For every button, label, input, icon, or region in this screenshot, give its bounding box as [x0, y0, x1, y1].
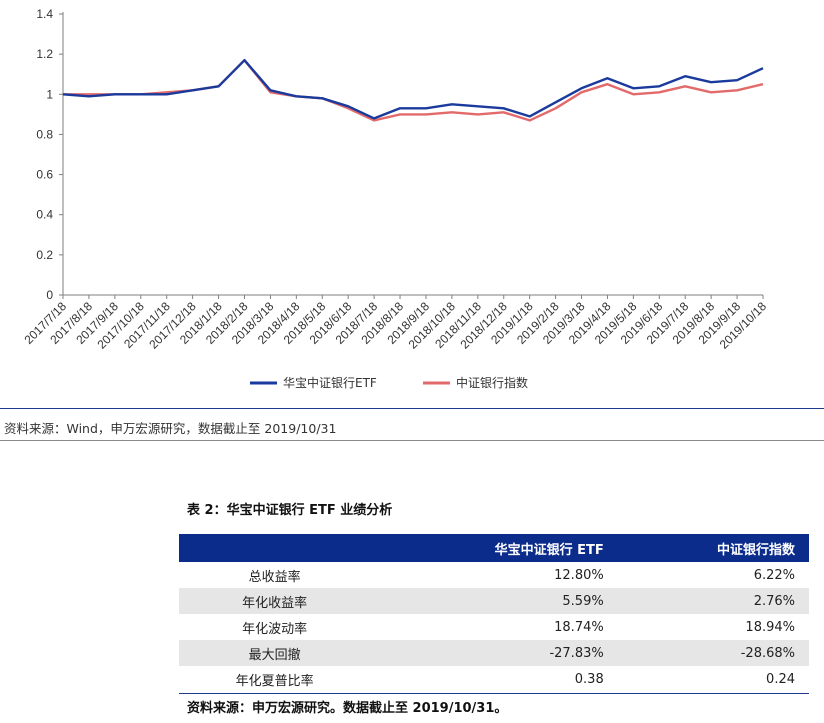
legend-label-0: 华宝中证银行ETF — [283, 375, 377, 390]
chart-source-note: 资料来源：Wind，申万宏源研究，数据截止至 2019/10/31 — [4, 421, 337, 436]
table-row: 最大回撤 -27.83% -28.68% — [179, 640, 809, 666]
table-row: 总收益率 12.80% 6.22% — [179, 562, 809, 588]
chart-bottom-rule — [0, 408, 824, 409]
y-tick-label: 1 — [46, 87, 53, 101]
y-axis: 0 0.2 0.4 0.6 0.8 1 1.2 1.4 — [36, 7, 64, 302]
legend-label-1: 中证银行指数 — [456, 375, 528, 390]
etf-value: 5.59% — [370, 588, 618, 614]
metric-label: 年化波动率 — [242, 621, 308, 637]
metric-label: 总收益率 — [248, 569, 301, 585]
x-axis: 2017/7/182017/8/182017/9/182017/10/18201… — [21, 294, 769, 352]
etf-value: -27.83% — [370, 640, 618, 666]
line-chart: 0 0.2 0.4 0.6 0.8 1 1.2 1.4 2017/7/182017/8/182… — [21, 7, 769, 390]
index-value: 0.24 — [766, 671, 795, 687]
etf-value: 0.38 — [574, 671, 604, 687]
table-row: 年化夏普比率 0.38 0.24 — [179, 666, 809, 692]
series-lines — [62, 59, 764, 122]
y-tick-label: 0.8 — [36, 127, 53, 141]
y-tick-label: 0.6 — [36, 168, 53, 182]
table-row: 年化波动率 18.74% 18.94% — [179, 614, 809, 640]
section-divider — [0, 440, 824, 441]
metric-label: 最大回撤 — [179, 640, 371, 666]
series-line-0 — [62, 59, 764, 120]
index-value: 2.76% — [617, 588, 809, 614]
table-header-row: 华宝中证银行 ETF 中证银行指数 — [179, 534, 809, 562]
y-tick-label: 1.4 — [36, 7, 53, 21]
y-tick-label: 0.2 — [36, 248, 53, 262]
table-header-metric — [179, 534, 371, 562]
table-footnote: 资料来源：申万宏源研究。数据截止至 2019/10/31。 — [187, 701, 508, 716]
table-row: 年化收益率 5.59% 2.76% — [179, 588, 809, 614]
performance-table: 华宝中证银行 ETF 中证银行指数 总收益率 12.80% 6.22% 年化收益… — [179, 534, 809, 692]
index-value: 18.94% — [745, 619, 795, 635]
etf-value: 12.80% — [554, 567, 604, 583]
index-value: 6.22% — [753, 567, 795, 583]
table-title: 表 2：华宝中证银行 ETF 业绩分析 — [187, 503, 393, 518]
table-header-etf: 华宝中证银行 ETF — [370, 534, 618, 562]
metric-label: 年化夏普比率 — [235, 673, 314, 689]
y-tick-label: 0 — [46, 288, 53, 302]
metric-label: 年化收益率 — [179, 588, 371, 614]
y-tick-label: 1.2 — [36, 47, 53, 61]
etf-value: 18.74% — [554, 619, 604, 635]
table-footer-rule — [179, 693, 809, 694]
table-header-index: 中证银行指数 — [617, 534, 809, 562]
y-tick-label: 0.4 — [36, 208, 53, 222]
series-line-1 — [63, 59, 764, 122]
index-value: -28.68% — [617, 640, 809, 666]
legend: 华宝中证银行ETF 中证银行指数 — [250, 375, 528, 390]
